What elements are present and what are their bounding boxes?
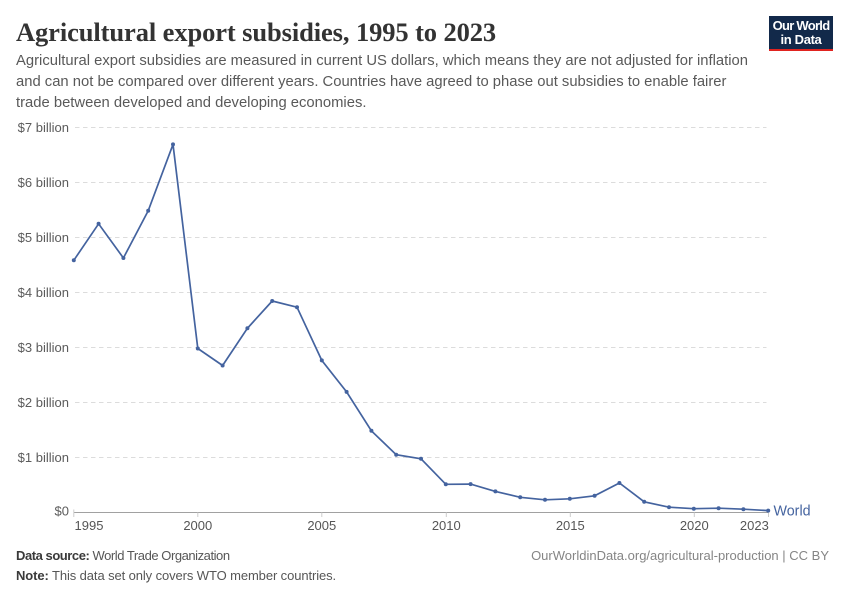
svg-text:$3 billion: $3 billion (18, 340, 69, 355)
svg-text:2000: 2000 (183, 518, 212, 533)
svg-text:2010: 2010 (432, 518, 461, 533)
svg-text:2020: 2020 (680, 518, 709, 533)
svg-text:World: World (774, 504, 811, 520)
svg-text:$2 billion: $2 billion (18, 395, 69, 410)
svg-text:$7 billion: $7 billion (18, 120, 69, 135)
svg-text:1995: 1995 (75, 518, 104, 533)
svg-text:$5 billion: $5 billion (18, 230, 69, 245)
svg-text:2023: 2023 (740, 518, 769, 533)
svg-text:$1 billion: $1 billion (18, 450, 69, 465)
svg-text:$6 billion: $6 billion (18, 175, 69, 190)
svg-text:$0: $0 (55, 504, 69, 519)
svg-text:2015: 2015 (556, 518, 585, 533)
svg-text:2005: 2005 (307, 518, 336, 533)
svg-text:$4 billion: $4 billion (18, 285, 69, 300)
